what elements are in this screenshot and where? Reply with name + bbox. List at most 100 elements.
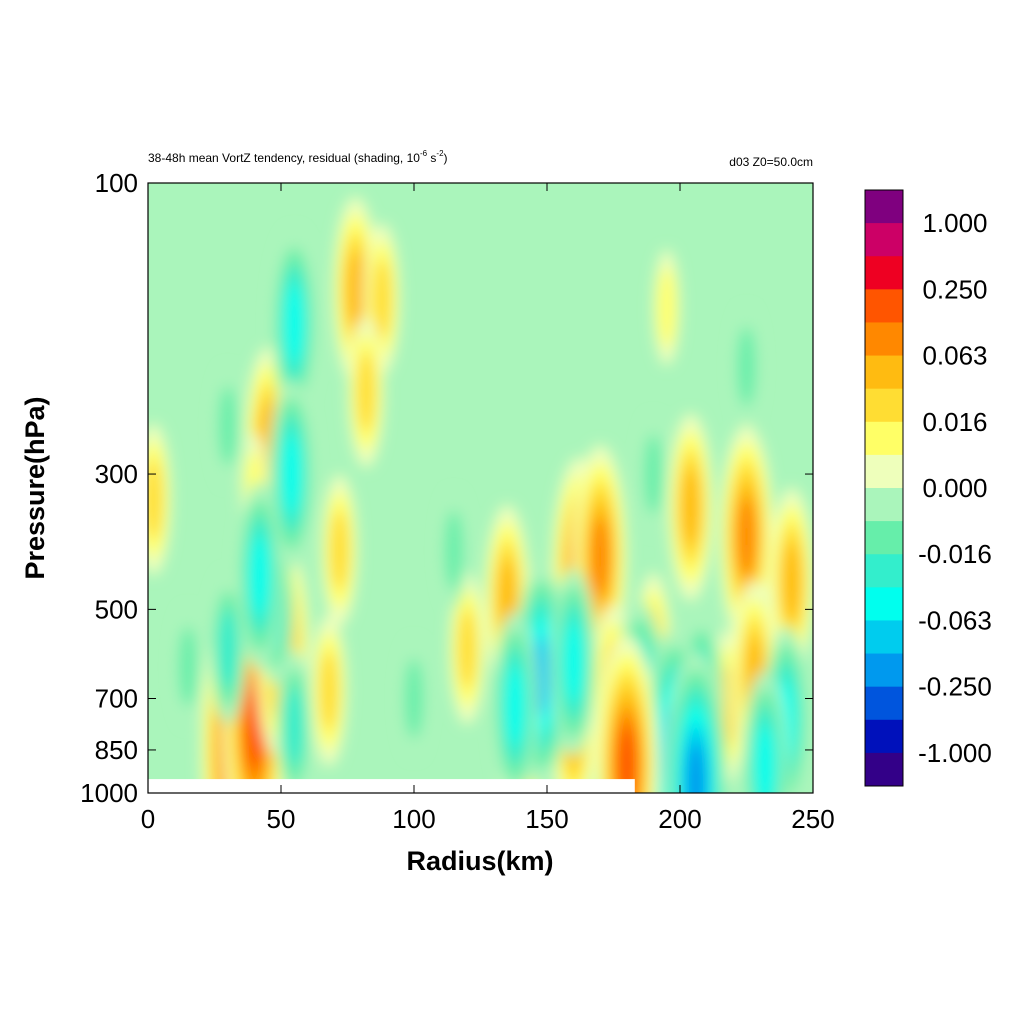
colorbar-swatch: [865, 653, 903, 688]
contour-blob: [250, 535, 269, 616]
colorbar-label: -1.000: [918, 738, 992, 768]
colorbar-swatch: [865, 686, 903, 721]
y-axis-label: Pressure(hPa): [20, 396, 50, 579]
colorbar-swatch: [865, 223, 903, 257]
colorbar-swatch: [865, 388, 903, 423]
field-feature: [440, 492, 468, 609]
y-tick-label: 700: [95, 684, 138, 714]
colorbar-swatch: [865, 719, 903, 754]
field-feature: [400, 640, 428, 757]
field-feature: [664, 652, 728, 793]
contour-blob: [330, 510, 349, 591]
colorbar-frame: [864, 189, 904, 787]
y-tick-label: 500: [95, 594, 138, 624]
contour-blob: [657, 267, 676, 348]
contour-blob: [148, 459, 163, 540]
x-tick-label: 100: [392, 804, 435, 834]
x-tick-label: 50: [267, 804, 296, 834]
contour-blob: [285, 687, 304, 768]
contour-blob: [737, 496, 756, 577]
field-feature: [209, 572, 246, 725]
contour-blob: [782, 541, 801, 622]
contour-blob: [686, 742, 705, 793]
field-feature: [271, 229, 317, 418]
colorbar-swatch: [865, 454, 903, 489]
field-feature: [214, 367, 242, 484]
colorbar-swatch: [865, 355, 903, 390]
contour-blob: [644, 434, 663, 515]
field-feature: [310, 614, 347, 767]
chart-title: 38-48h mean VortZ tendency, residual (sh…: [148, 149, 448, 165]
below-ground-mask: [148, 779, 635, 793]
contour-blob: [617, 725, 636, 793]
colorbar: 1.000 0.250 0.063 0.016 0.000 -0.016 -0.063 -0.…: [864, 189, 992, 787]
x-tick-label: 0: [141, 804, 155, 834]
field-feature: [449, 572, 486, 725]
contour-blob: [506, 665, 525, 746]
colorbar-label: 0.016: [922, 407, 987, 437]
colorbar-swatch: [865, 190, 903, 224]
chart-subtitle-right: d03 Z0=50.0cm: [729, 155, 813, 169]
colorbar-swatch: [865, 554, 903, 588]
contour-blob: [245, 690, 264, 771]
field-feature: [742, 671, 788, 793]
y-axis: 100 300 500 700 850 1000: [80, 168, 813, 808]
contour-blob: [405, 658, 423, 739]
field-feature: [653, 249, 681, 366]
colorbar-swatch: [865, 620, 903, 655]
contour-blob: [282, 434, 301, 515]
contour-blob: [756, 725, 775, 793]
x-tick-label: 250: [791, 804, 834, 834]
x-tick-label: 150: [525, 804, 568, 834]
colorbar-label: 0.063: [922, 341, 987, 371]
y-tick-label: 300: [95, 459, 138, 489]
contour-blob: [178, 626, 197, 707]
colorbar-label: 1.000: [922, 208, 987, 238]
plot-area: [147, 182, 814, 794]
colorbar-swatch: [865, 322, 903, 357]
colorbar-label: -0.250: [918, 672, 992, 702]
field-feature: [595, 635, 659, 793]
field-feature: [639, 416, 667, 533]
colorbar-label: -0.016: [918, 539, 992, 569]
x-axis-label: Radius(km): [406, 846, 553, 876]
colorbar-swatch: [865, 256, 903, 290]
vorticity-tendency-field: [148, 196, 813, 793]
colorbar-label: 0.000: [922, 473, 987, 503]
field-feature: [733, 308, 760, 425]
x-axis: 0 50 100 150 200 250: [141, 183, 835, 834]
field-feature: [237, 481, 283, 670]
y-tick-label: 1000: [80, 778, 138, 808]
contour-blob: [591, 516, 610, 597]
field-feature: [348, 315, 385, 468]
colorbar-swatch: [865, 752, 903, 787]
field-feature: [269, 380, 315, 569]
contour-blob: [218, 608, 237, 689]
contour-blob: [737, 326, 756, 407]
field-feature: [492, 612, 538, 793]
colorbar-swatch: [865, 521, 903, 555]
contour-blob: [444, 510, 463, 591]
contour-blob: [373, 259, 392, 340]
field-feature: [668, 413, 714, 602]
contour-blob: [681, 467, 700, 548]
colorbar-label: -0.063: [918, 605, 992, 635]
field-feature: [321, 474, 358, 627]
contour-blob: [218, 385, 237, 466]
contour-blob: [458, 608, 477, 689]
field-feature: [174, 608, 202, 725]
colorbar-swatch: [865, 289, 903, 323]
colorbar-swatch: [865, 587, 903, 621]
field-feature: [148, 423, 172, 576]
contour-blob: [285, 283, 304, 364]
y-tick-label: 100: [95, 168, 138, 198]
contour-blob: [346, 250, 365, 331]
colorbar-label: 0.250: [922, 274, 987, 304]
colorbar-swatch: [865, 488, 903, 522]
field-feature: [551, 568, 597, 757]
field-feature: [276, 651, 313, 793]
contour-blob: [319, 650, 338, 731]
colorbar-swatch: [865, 421, 903, 456]
y-tick-label: 850: [95, 735, 138, 765]
